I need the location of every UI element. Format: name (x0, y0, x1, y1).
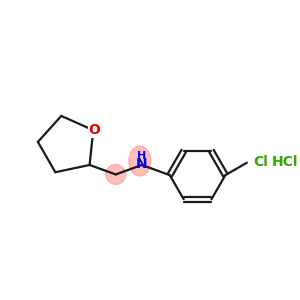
Ellipse shape (129, 146, 151, 176)
Text: H: H (137, 151, 146, 161)
Text: HCl: HCl (271, 155, 298, 169)
Ellipse shape (106, 164, 126, 184)
Text: Cl: Cl (253, 155, 268, 169)
Text: O: O (88, 123, 100, 137)
Text: N: N (136, 157, 148, 171)
